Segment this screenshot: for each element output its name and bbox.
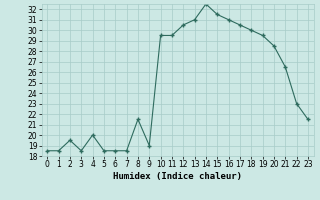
- X-axis label: Humidex (Indice chaleur): Humidex (Indice chaleur): [113, 172, 242, 181]
